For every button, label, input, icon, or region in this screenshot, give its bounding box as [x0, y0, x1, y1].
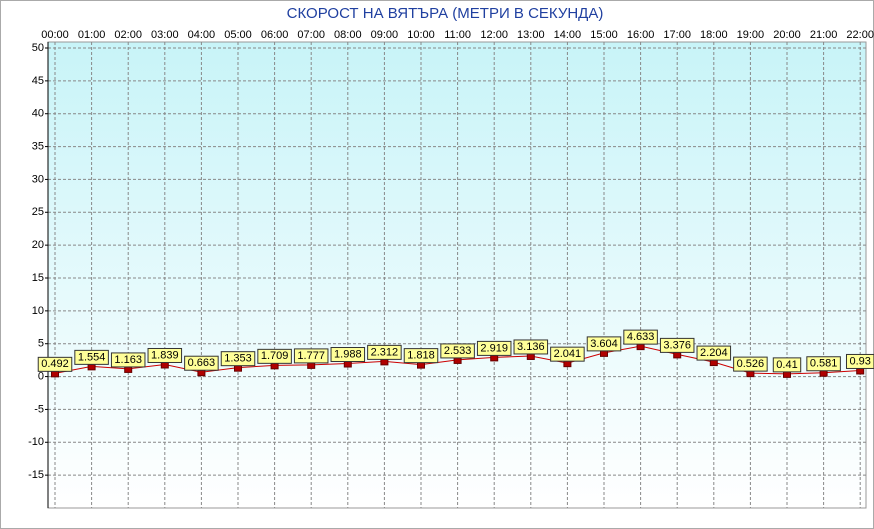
data-label: 0.581: [810, 358, 838, 370]
data-label-box: [476, 340, 512, 356]
data-label: 1.163: [114, 354, 142, 366]
data-label-box: [403, 348, 439, 364]
data-label: 0.492: [41, 358, 69, 370]
data-label: 2.919: [480, 342, 508, 354]
chart-title: СКОРОСТ НА ВЯТЪРА (МЕТРИ В СЕКУНДА): [287, 5, 604, 22]
data-label-box: [330, 347, 366, 363]
data-label: 0.663: [188, 357, 216, 369]
x-tick-label: 08:00: [334, 29, 362, 41]
x-tick-label: 09:00: [371, 29, 399, 41]
data-label-box: [74, 349, 109, 365]
data-label-box: [586, 336, 622, 352]
data-label: 0.93: [849, 355, 870, 367]
x-tick-label: 04:00: [188, 29, 216, 41]
data-label: 3.376: [663, 339, 691, 351]
x-tick-label: 03:00: [151, 29, 179, 41]
x-tick-label: 18:00: [700, 29, 728, 41]
x-tick-label: 02:00: [114, 29, 142, 41]
data-label-box: [293, 348, 329, 364]
x-tick-label: 07:00: [297, 29, 325, 41]
data-label: 1.709: [261, 350, 289, 362]
y-tick-label: -10: [28, 436, 44, 448]
data-label-box: [37, 356, 73, 372]
x-tick-label: 13:00: [517, 29, 545, 41]
data-label: 2.533: [444, 345, 472, 357]
y-tick-label: 10: [32, 305, 44, 317]
data-label-box: [772, 357, 802, 373]
data-label-box: [806, 356, 841, 372]
data-label-box: [367, 344, 402, 360]
y-tick-label: 30: [32, 173, 44, 185]
x-tick-label: 19:00: [737, 29, 765, 41]
y-tick-label: 15: [32, 272, 44, 284]
y-tick-label: -15: [28, 469, 44, 481]
x-tick-label: 12:00: [480, 29, 508, 41]
data-label: 2.204: [700, 347, 728, 359]
data-label-box: [440, 343, 475, 359]
data-label-box: [696, 345, 732, 361]
data-label: 3.136: [517, 341, 545, 353]
data-label: 2.041: [554, 348, 582, 360]
y-tick-label: 20: [32, 239, 44, 251]
x-tick-label: 15:00: [590, 29, 618, 41]
data-label-box: [147, 347, 183, 363]
x-tick-label: 05:00: [224, 29, 252, 41]
y-tick-label: 40: [32, 108, 44, 120]
data-label-box: [513, 339, 549, 355]
data-label: 1.554: [78, 351, 106, 363]
data-label-box: [220, 351, 256, 367]
data-label: 1.839: [151, 349, 179, 361]
data-label-box: [550, 346, 585, 362]
data-label: 2.312: [371, 346, 399, 358]
data-label-box: [659, 337, 695, 353]
x-tick-label: 16:00: [627, 29, 655, 41]
y-tick-label: 35: [32, 140, 44, 152]
data-label-box: [733, 356, 768, 372]
x-tick-label: 14:00: [554, 29, 582, 41]
x-tick-label: 00:00: [41, 29, 69, 41]
y-tick-label: 5: [38, 338, 44, 350]
x-tick-label: 22:00: [846, 29, 874, 41]
plot-area: [47, 41, 867, 509]
data-label-box: [623, 329, 658, 345]
x-tick-label: 17:00: [663, 29, 691, 41]
data-label: 0.526: [737, 358, 765, 370]
x-tick-label: 10:00: [407, 29, 435, 41]
data-label: 1.988: [334, 348, 362, 360]
x-tick-label: 20:00: [773, 29, 801, 41]
data-label-box: [184, 355, 219, 371]
y-tick-label: 0: [38, 370, 44, 382]
data-label-box: [257, 348, 292, 364]
x-tick-label: 01:00: [78, 29, 106, 41]
data-label: 4.633: [627, 331, 655, 343]
x-tick-label: 11:00: [444, 29, 471, 41]
data-label: 1.777: [297, 350, 325, 362]
data-label: 3.604: [590, 338, 618, 350]
x-tick-label: 06:00: [261, 29, 289, 41]
data-label: 1.818: [407, 350, 435, 362]
y-tick-label: -5: [34, 403, 44, 415]
y-tick-label: 50: [32, 42, 44, 54]
data-label: 1.353: [224, 353, 252, 365]
x-tick-label: 21:00: [810, 29, 838, 41]
data-label-box: [110, 352, 146, 368]
y-tick-label: 25: [32, 206, 44, 218]
y-tick-label: 45: [32, 75, 44, 87]
data-label: 0.41: [776, 359, 797, 371]
